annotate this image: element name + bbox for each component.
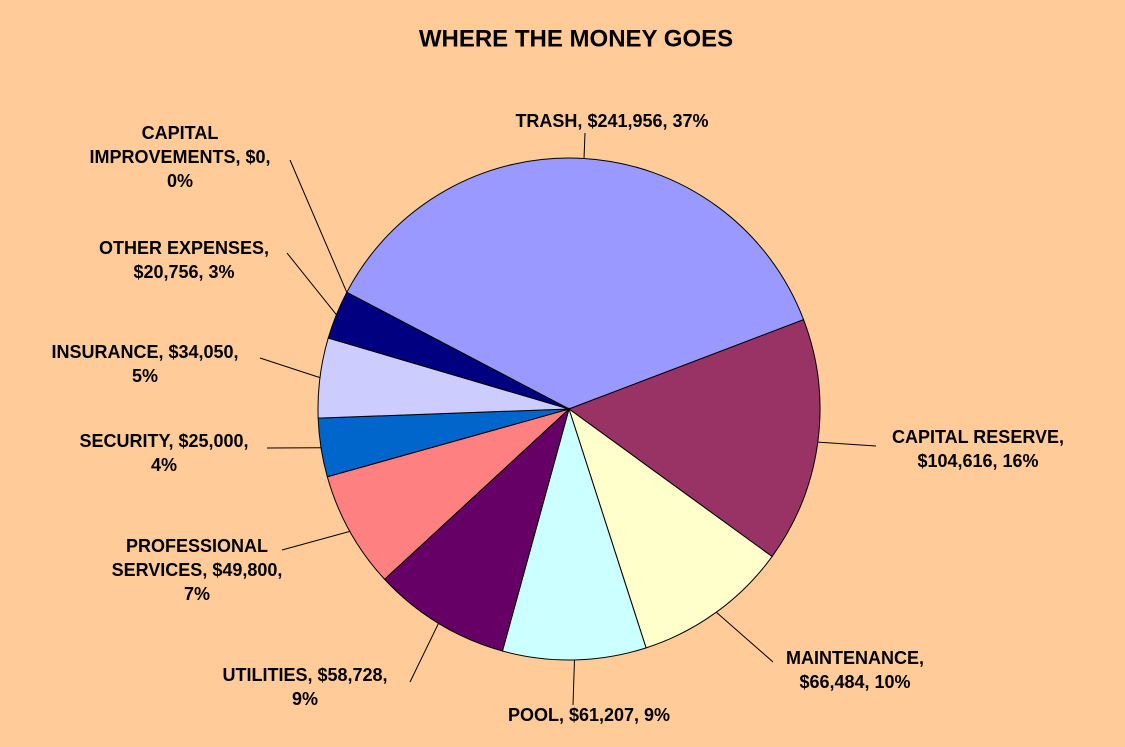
data-label: CAPITAL <box>142 123 219 143</box>
leader-line <box>583 132 586 159</box>
pie-slice <box>568 407 773 649</box>
data-label: 4% <box>151 455 177 475</box>
data-label: SERVICES, $49,800, <box>112 560 283 580</box>
pie-slice <box>501 407 647 661</box>
data-label: CAPITAL RESERVE, <box>892 427 1064 447</box>
leader-line <box>817 441 877 447</box>
leader-line <box>289 159 348 293</box>
data-label: 5% <box>132 366 158 386</box>
leader-line <box>409 623 439 683</box>
data-label: MAINTENANCE, <box>786 648 924 668</box>
pie-slice <box>383 407 570 652</box>
data-label: PROFESSIONAL <box>126 536 268 556</box>
leader-line <box>715 611 774 663</box>
data-label: 7% <box>184 584 210 604</box>
pie-slice <box>327 291 570 410</box>
data-label: INSURANCE, $34,050, <box>51 342 238 362</box>
data-label: SECURITY, $25,000, <box>79 431 248 451</box>
data-label: $66,484, 10% <box>799 672 910 692</box>
pie-slice <box>326 408 570 580</box>
data-label: POOL, $61,207, 9% <box>508 705 670 725</box>
leader-line <box>572 659 575 706</box>
data-label: IMPROVEMENTS, $0, <box>89 147 270 167</box>
leader-line <box>286 252 337 316</box>
data-label: 9% <box>292 689 318 709</box>
data-label: $104,616, 16% <box>917 451 1038 471</box>
leader-line <box>259 357 321 379</box>
data-label: $20,756, 3% <box>133 262 234 282</box>
data-label: 0% <box>167 171 193 191</box>
data-label: OTHER EXPENSES, <box>99 238 269 258</box>
pie-slice <box>567 319 821 558</box>
leader-line <box>281 530 351 551</box>
data-label: TRASH, $241,956, 37% <box>515 111 708 131</box>
data-label: UTILITIES, $58,728, <box>222 665 387 685</box>
chart-title: WHERE THE MONEY GOES <box>419 25 733 52</box>
